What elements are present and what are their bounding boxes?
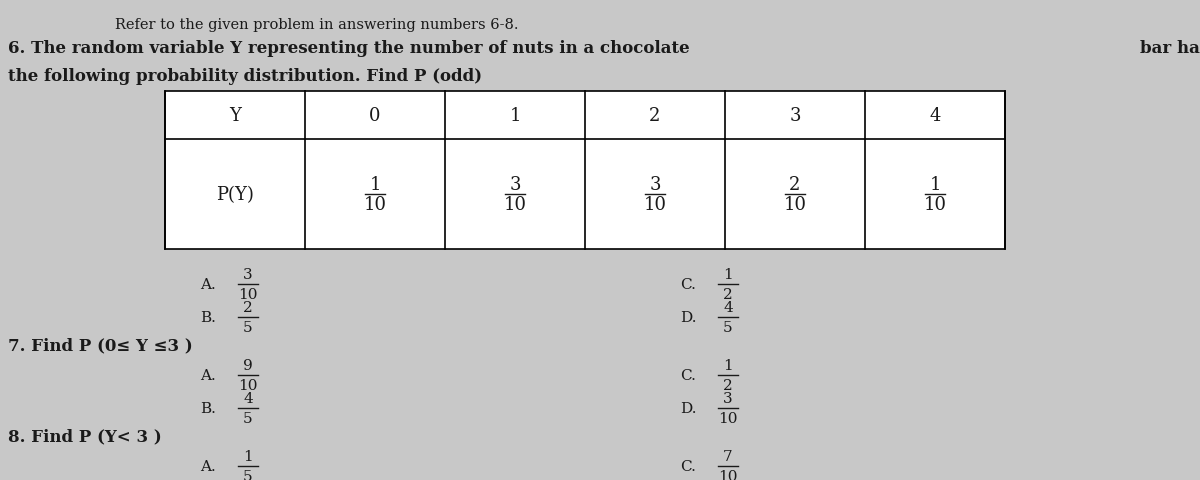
Text: 2: 2 (790, 176, 800, 193)
Text: 0: 0 (370, 107, 380, 125)
Text: 2: 2 (244, 300, 253, 314)
Text: C.: C. (680, 277, 696, 291)
Text: 1: 1 (509, 107, 521, 125)
Text: 1: 1 (929, 176, 941, 193)
Text: A.: A. (200, 459, 216, 473)
Text: C.: C. (680, 368, 696, 382)
Text: 5: 5 (244, 469, 253, 480)
Text: 4: 4 (724, 300, 733, 314)
Text: 2: 2 (649, 107, 661, 125)
Text: 3: 3 (724, 391, 733, 405)
Text: 5: 5 (724, 320, 733, 334)
Text: 3: 3 (509, 176, 521, 193)
Text: 2: 2 (724, 378, 733, 392)
Text: 10: 10 (643, 195, 666, 214)
Text: 10: 10 (924, 195, 947, 214)
Text: 2: 2 (724, 288, 733, 301)
Text: 4: 4 (929, 107, 941, 125)
Text: 6. The random variable Y representing the number of nuts in a chocolate: 6. The random variable Y representing th… (8, 40, 690, 57)
Text: P(Y): P(Y) (216, 186, 254, 204)
Text: B.: B. (200, 401, 216, 415)
Text: 1: 1 (724, 358, 733, 372)
Text: 10: 10 (239, 288, 258, 301)
Text: 8. Find P (Y< 3 ): 8. Find P (Y< 3 ) (8, 428, 162, 444)
Text: D.: D. (680, 311, 696, 324)
Text: C.: C. (680, 459, 696, 473)
Text: 10: 10 (239, 378, 258, 392)
Text: bar has: bar has (1140, 40, 1200, 57)
Bar (166, 92, 1006, 250)
Text: 3: 3 (649, 176, 661, 193)
Text: 10: 10 (719, 411, 738, 425)
Text: 7. Find P (0≤ Y ≤3 ): 7. Find P (0≤ Y ≤3 ) (8, 337, 193, 354)
Text: 1: 1 (724, 267, 733, 281)
Text: 10: 10 (504, 195, 527, 214)
Text: 3: 3 (790, 107, 800, 125)
Text: 3: 3 (244, 267, 253, 281)
Text: 9: 9 (244, 358, 253, 372)
Text: D.: D. (680, 401, 696, 415)
Text: A.: A. (200, 277, 216, 291)
Bar (166, 92, 1006, 250)
Text: 10: 10 (719, 469, 738, 480)
Text: 7: 7 (724, 449, 733, 463)
Text: 10: 10 (784, 195, 806, 214)
Text: 10: 10 (364, 195, 386, 214)
Text: A.: A. (200, 368, 216, 382)
Text: 1: 1 (244, 449, 253, 463)
Text: Y: Y (229, 107, 241, 125)
Text: 1: 1 (370, 176, 380, 193)
Text: 5: 5 (244, 411, 253, 425)
Text: 5: 5 (244, 320, 253, 334)
Text: 4: 4 (244, 391, 253, 405)
Text: Refer to the given problem in answering numbers 6-8.: Refer to the given problem in answering … (115, 18, 518, 32)
Text: the following probability distribution. Find P (odd): the following probability distribution. … (8, 68, 482, 85)
Text: B.: B. (200, 311, 216, 324)
